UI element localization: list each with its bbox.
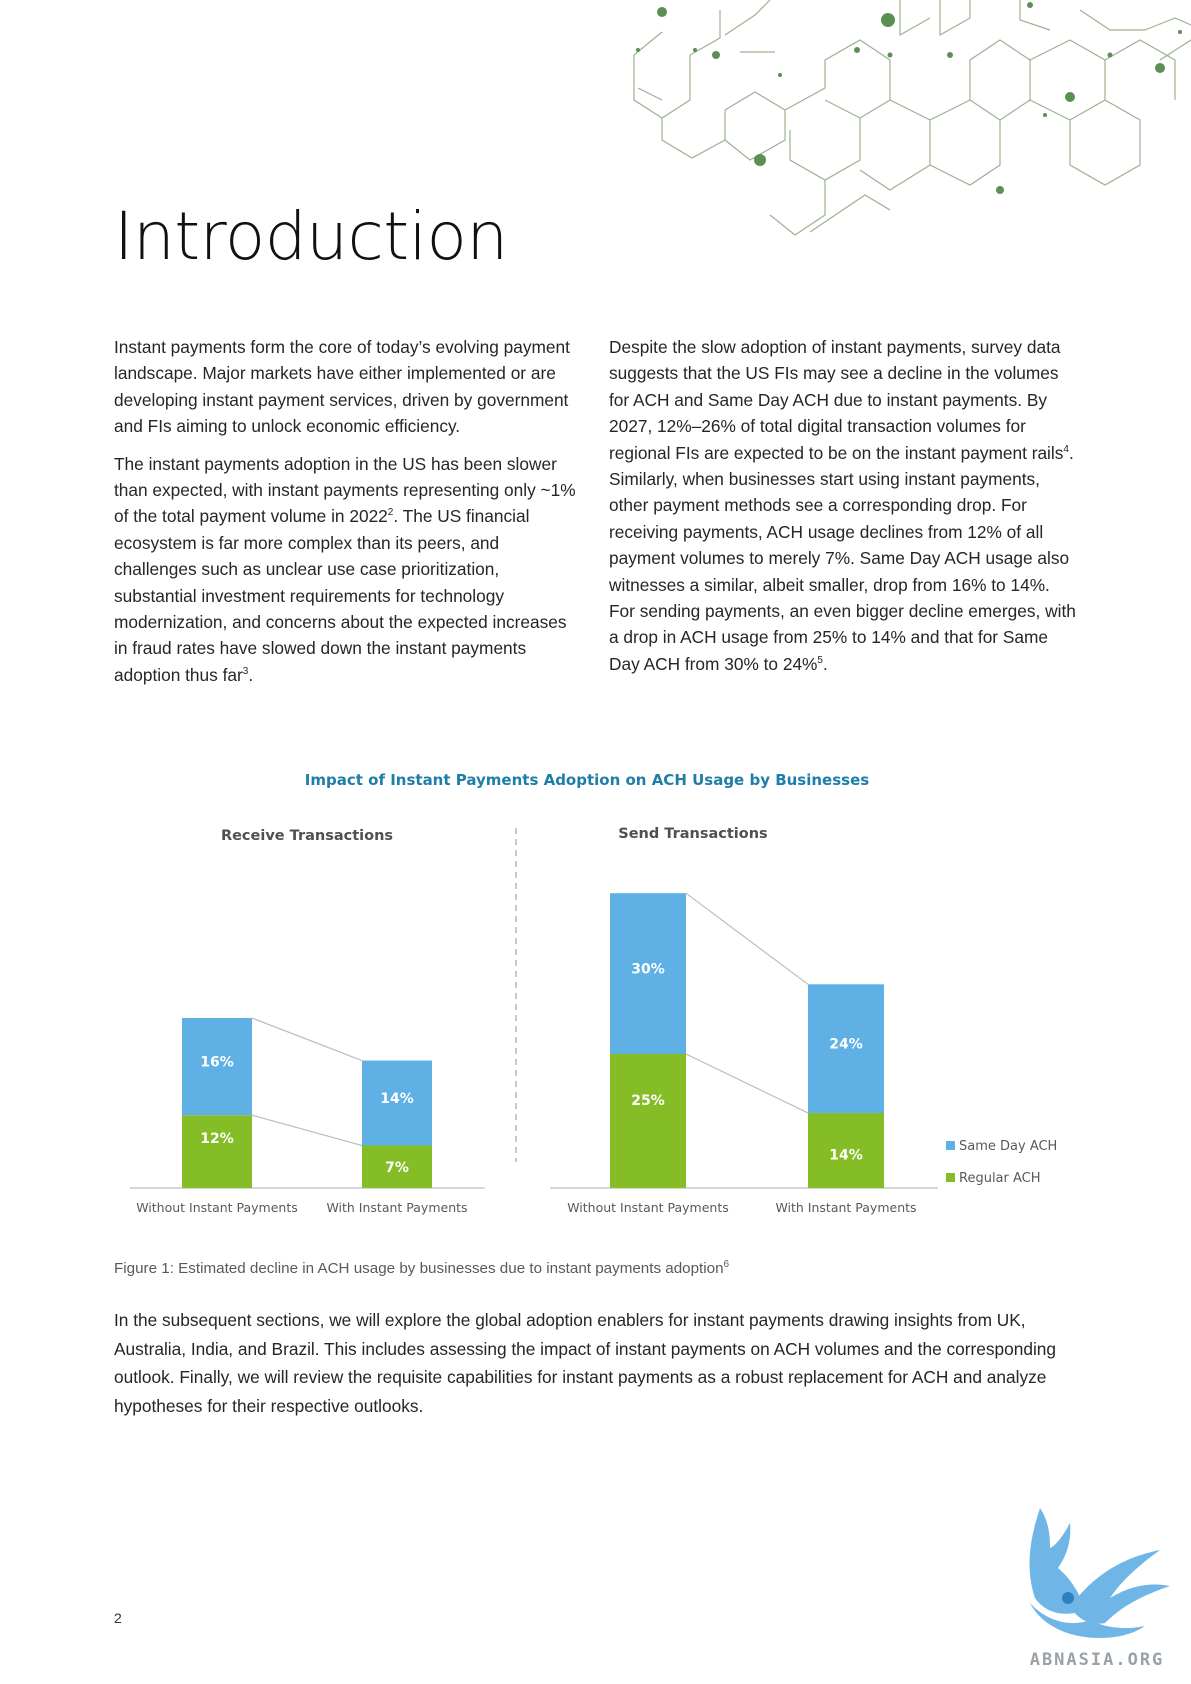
circuit-decoration <box>633 0 1191 236</box>
intro-right-column: Despite the slow adoption of instant pay… <box>609 334 1079 688</box>
bar-same-day-ach <box>808 984 884 1113</box>
intro-paragraph-2-text-c: . <box>248 664 254 685</box>
data-label-same-day-ach: 24% <box>829 1037 863 1053</box>
footnote-ref-2: 2 <box>387 507 394 519</box>
legend-label: Same Day ACH <box>959 1139 1057 1154</box>
footnote-ref-6: 6 <box>723 1258 730 1270</box>
connector-line <box>251 1017 363 1062</box>
intro-left-column: Instant payments form the core of today’… <box>114 334 584 699</box>
legend-swatch <box>946 1173 955 1182</box>
panel-title-send: Send Transactions <box>618 826 767 842</box>
footnote-ref-4: 4 <box>1063 443 1069 455</box>
figure-caption: Figure 1: Estimated decline in ACH usage… <box>114 1258 730 1277</box>
bar-regular-ach <box>182 1115 252 1188</box>
intro-paragraph-2-text-a: The instant payments adoption in the US … <box>114 453 576 527</box>
figure-caption-text: Figure 1: Estimated decline in ACH usage… <box>114 1260 724 1277</box>
intro-paragraph-3-text-b: . Similarly, when businesses start using… <box>609 442 1076 674</box>
data-label-regular-ach: 25% <box>631 1093 665 1109</box>
data-label-regular-ach: 12% <box>200 1131 234 1147</box>
panel-title-receive: Receive Transactions <box>221 828 393 844</box>
intro-paragraph-3-text-a: Despite the slow adoption of instant pay… <box>609 337 1064 463</box>
bar-regular-ach <box>610 1054 686 1188</box>
footnote-ref-5: 5 <box>817 655 823 667</box>
bar-same-day-ach <box>182 1018 252 1116</box>
connector-line <box>251 1114 363 1147</box>
data-label-regular-ach: 7% <box>385 1160 409 1176</box>
x-tick-label: With Instant Payments <box>775 1200 916 1215</box>
footnote-ref-3: 3 <box>242 666 249 678</box>
data-label-regular-ach: 14% <box>829 1147 863 1163</box>
intro-paragraph-1: Instant payments form the core of today’… <box>114 337 570 437</box>
x-tick-label: Without Instant Payments <box>136 1200 298 1215</box>
intro-paragraph-3: Despite the slow adoption of instant pay… <box>609 334 1079 677</box>
bar-same-day-ach <box>362 1060 432 1146</box>
x-tick-label: Without Instant Payments <box>567 1200 729 1215</box>
closing-paragraph: In the subsequent sections, we will expl… <box>114 1310 1057 1416</box>
data-label-same-day-ach: 30% <box>631 962 665 978</box>
connector-line <box>685 892 809 985</box>
griffin-logo-icon <box>1029 1508 1170 1638</box>
chart-title: Impact of Instant Payments Adoption on A… <box>305 771 869 789</box>
x-tick-label: With Instant Payments <box>326 1200 467 1215</box>
data-label-same-day-ach: 14% <box>380 1091 414 1107</box>
bar-regular-ach <box>808 1112 884 1188</box>
connector-line <box>685 1053 809 1114</box>
intro-paragraph-2-text-b: . The US financial ecosystem is far more… <box>114 506 567 685</box>
legend-swatch <box>946 1141 955 1150</box>
legend-label: Regular ACH <box>959 1171 1041 1186</box>
bar-same-day-ach <box>610 893 686 1054</box>
ach-usage-chart: Impact of Instant Payments Adoption on A… <box>130 771 1057 1215</box>
data-label-same-day-ach: 16% <box>200 1055 234 1071</box>
logo-wordmark: ABNASIA.ORG <box>1029 1650 1165 1670</box>
page-number: 2 <box>114 1610 122 1626</box>
intro-paragraph-3-text-c: . <box>822 653 828 674</box>
page-title: Introduction <box>114 198 508 275</box>
bar-regular-ach <box>362 1145 432 1188</box>
intro-paragraph-2: The instant payments adoption in the US … <box>114 451 584 689</box>
